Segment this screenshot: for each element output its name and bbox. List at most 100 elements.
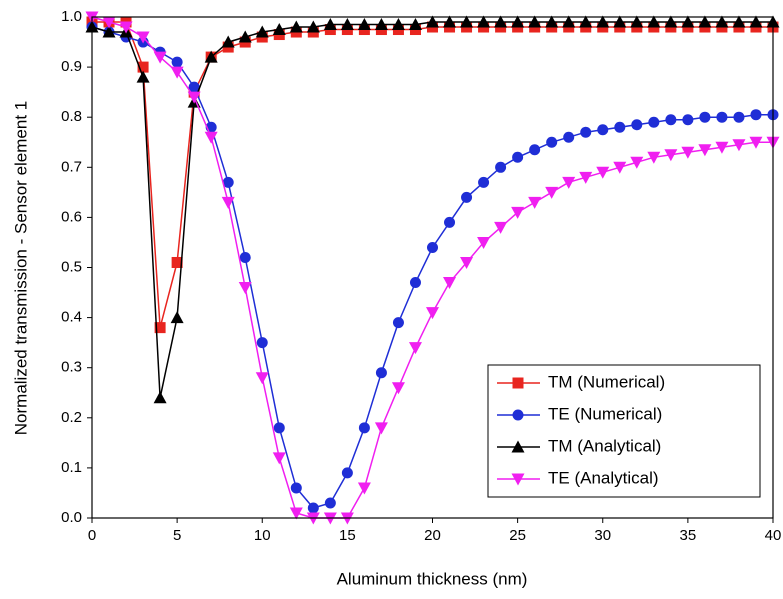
marker	[528, 196, 542, 209]
marker	[562, 176, 576, 189]
marker	[597, 124, 609, 136]
marker	[357, 18, 371, 31]
marker	[102, 16, 116, 29]
marker	[511, 440, 525, 453]
marker	[341, 467, 353, 479]
marker	[392, 317, 404, 329]
marker	[512, 151, 524, 163]
x-tick-label: 35	[680, 527, 697, 544]
marker	[631, 119, 643, 131]
marker	[596, 15, 610, 28]
marker	[613, 15, 627, 28]
marker	[102, 25, 116, 38]
marker	[461, 191, 473, 203]
marker	[750, 109, 762, 121]
marker	[391, 382, 405, 395]
marker	[204, 50, 218, 63]
legend-label: TE (Numerical)	[548, 404, 662, 423]
marker	[323, 18, 337, 31]
marker	[563, 131, 575, 143]
marker	[256, 337, 268, 349]
marker	[698, 15, 712, 28]
y-tick-label: 0.1	[61, 459, 82, 476]
marker	[238, 30, 252, 43]
y-tick-label: 0.9	[61, 58, 82, 75]
marker	[324, 497, 336, 509]
marker	[204, 131, 218, 144]
marker	[239, 251, 251, 263]
x-tick-label: 30	[594, 527, 611, 544]
x-tick-label: 5	[173, 527, 181, 544]
series-line	[91, 21, 773, 398]
marker	[545, 186, 559, 199]
marker	[137, 61, 149, 73]
x-tick-label: 0	[88, 527, 96, 544]
marker	[511, 15, 525, 28]
marker	[580, 126, 592, 138]
marker	[664, 149, 678, 162]
marker	[221, 196, 235, 209]
marker	[596, 166, 610, 179]
marker	[630, 15, 644, 28]
marker	[289, 20, 303, 33]
marker	[290, 482, 302, 494]
y-tick-label: 0.6	[61, 208, 82, 225]
y-axis-label: Normalized transmission - Sensor element…	[11, 101, 30, 435]
marker	[648, 116, 660, 128]
plot-frame	[91, 16, 774, 519]
marker	[426, 307, 439, 320]
marker	[664, 15, 678, 28]
marker	[495, 161, 507, 173]
marker	[272, 452, 286, 465]
marker	[511, 206, 525, 219]
y-tick-label: 0.2	[61, 409, 82, 426]
marker	[272, 23, 286, 36]
y-tick-label: 0.7	[61, 158, 82, 175]
marker	[222, 176, 234, 188]
y-tick-label: 0.0	[61, 509, 82, 526]
marker	[154, 322, 166, 334]
marker	[529, 144, 541, 156]
marker	[478, 176, 490, 188]
marker	[698, 144, 712, 157]
y-tick-label: 0.4	[61, 309, 82, 326]
marker	[511, 473, 525, 486]
marker	[749, 15, 763, 28]
marker	[273, 422, 285, 434]
y-tick-label: 0.3	[61, 359, 82, 376]
marker	[681, 146, 695, 159]
marker	[681, 15, 695, 28]
marker	[358, 422, 370, 434]
marker	[170, 66, 184, 79]
marker	[306, 20, 320, 33]
marker	[682, 114, 694, 126]
marker	[136, 31, 150, 44]
y-tick-label: 0.8	[61, 108, 82, 125]
marker	[647, 15, 661, 28]
marker	[699, 111, 711, 123]
marker	[647, 151, 661, 164]
marker	[171, 256, 183, 268]
legend-label: TM (Numerical)	[548, 372, 665, 391]
marker	[188, 81, 200, 93]
marker	[374, 18, 388, 31]
marker	[221, 35, 235, 48]
marker	[136, 70, 150, 83]
marker	[119, 21, 133, 34]
marker	[477, 236, 491, 249]
marker	[426, 15, 439, 28]
x-tick-label: 15	[339, 527, 356, 544]
marker	[494, 15, 508, 28]
legend-label: TM (Analytical)	[548, 436, 661, 455]
marker	[614, 121, 626, 133]
marker	[716, 111, 728, 123]
marker	[171, 56, 183, 68]
x-tick-label: 25	[509, 527, 526, 544]
marker	[443, 15, 457, 28]
marker	[546, 136, 558, 148]
marker	[494, 221, 508, 234]
marker	[153, 51, 167, 64]
marker	[238, 282, 252, 295]
marker	[357, 482, 371, 495]
